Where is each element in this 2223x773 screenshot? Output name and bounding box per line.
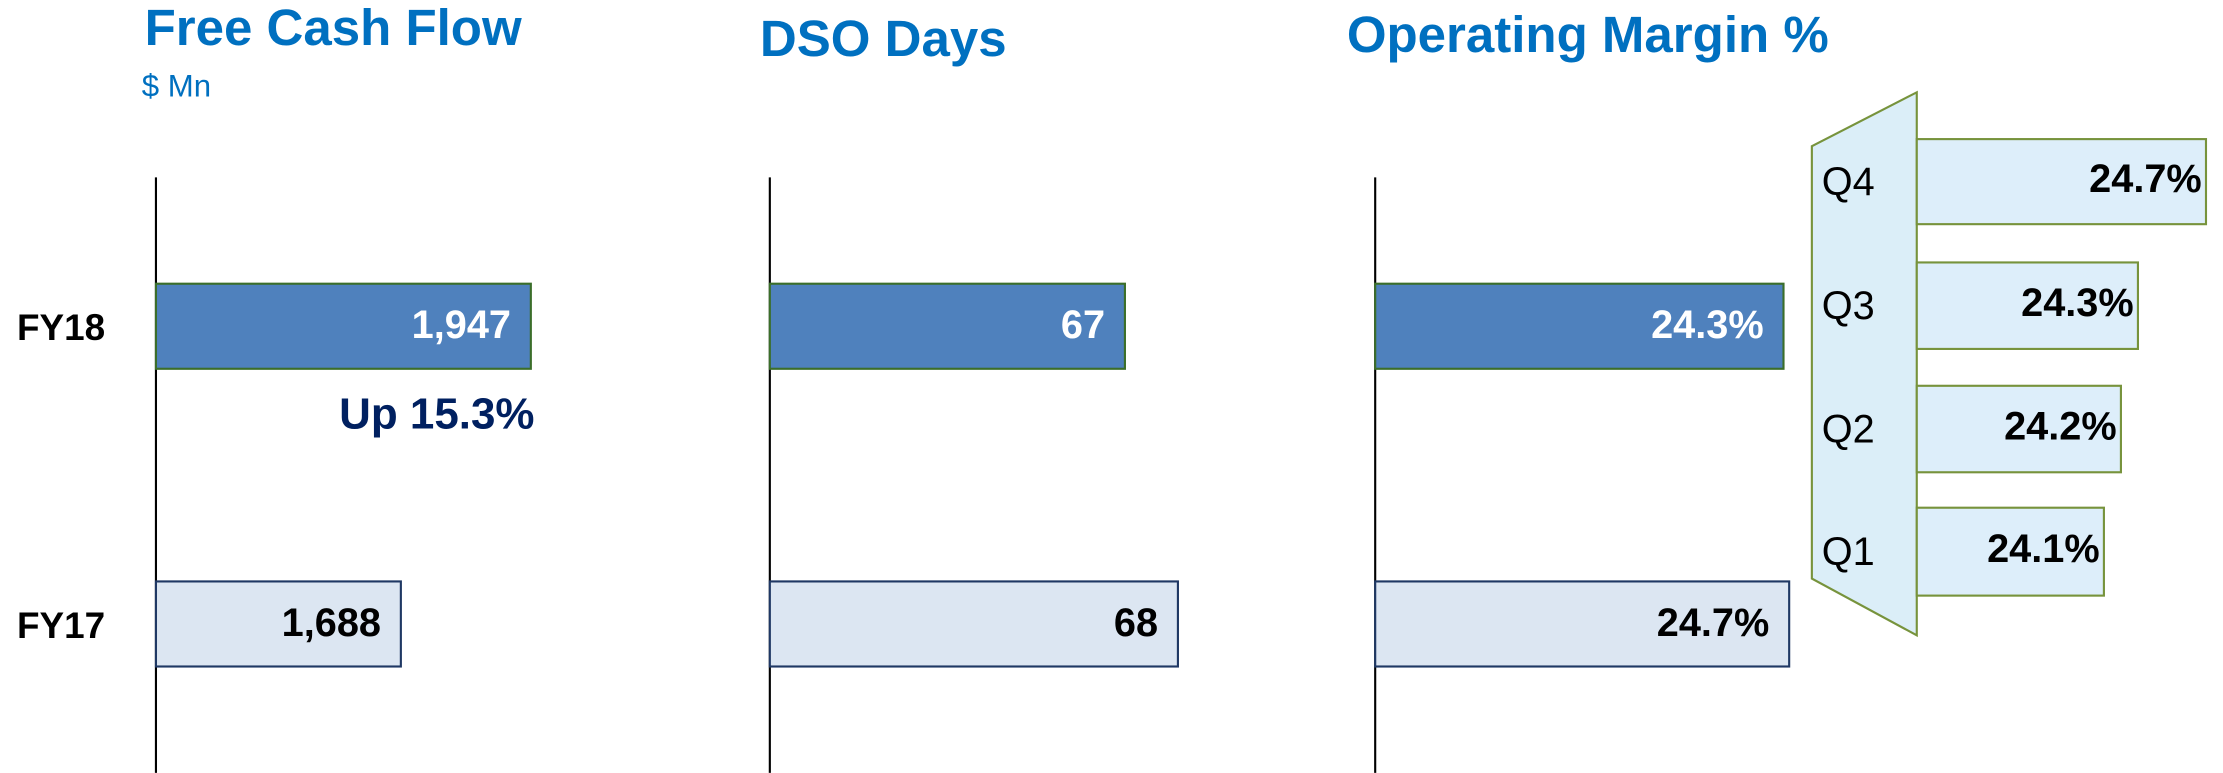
bar — [1915, 138, 2208, 226]
bar — [1374, 580, 1791, 668]
value-label: 1,947 — [412, 303, 511, 347]
chart-title: Operating Margin % — [1347, 6, 1829, 63]
bar — [768, 580, 1179, 668]
value-label: 24.2% — [2004, 405, 2117, 449]
category-label: Q1 — [1822, 530, 1875, 574]
category-label: FY18 — [17, 307, 105, 348]
category-label: Q4 — [1822, 160, 1875, 204]
value-label: 68 — [1114, 601, 1158, 645]
chart-title: DSO Days — [760, 10, 1007, 67]
bar — [1915, 506, 2105, 597]
value-label: 24.7% — [1657, 601, 1770, 645]
category-label: FY17 — [17, 605, 105, 646]
chart-subtitle: $ Mn — [142, 68, 211, 103]
bar — [1915, 261, 2139, 350]
value-label: 24.7% — [2089, 157, 2202, 201]
value-label: 67 — [1061, 303, 1105, 347]
chart-title: Free Cash Flow — [145, 0, 522, 56]
quarter-panel — [1810, 90, 1918, 638]
annotation: Up 15.3% — [339, 390, 534, 439]
bar — [154, 282, 532, 370]
bar — [1915, 384, 2122, 474]
category-label: Q3 — [1822, 284, 1875, 328]
bar — [768, 282, 1126, 370]
value-label: 24.1% — [1987, 527, 2100, 571]
bar — [1374, 282, 1785, 370]
value-label: 1,688 — [282, 601, 381, 645]
category-label: Q2 — [1822, 407, 1875, 451]
value-label: 24.3% — [1651, 303, 1764, 347]
bar — [154, 580, 402, 668]
value-label: 24.3% — [2021, 281, 2134, 325]
